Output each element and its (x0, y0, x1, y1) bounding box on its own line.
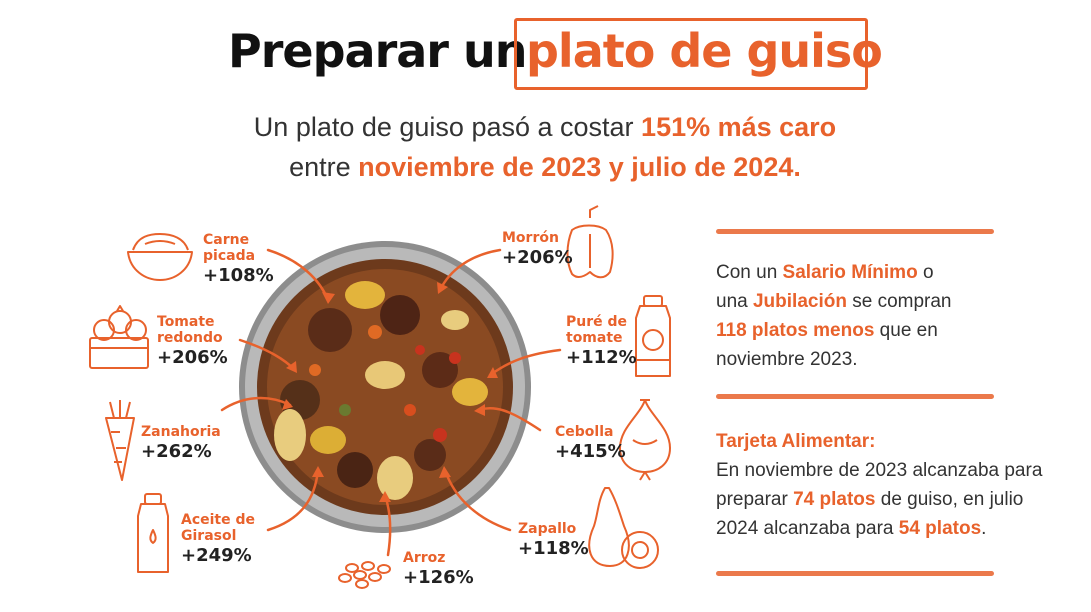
tarjeta-text: . (981, 518, 987, 539)
salario-line-3: 118 platos menos que en (716, 316, 1056, 345)
onion-icon (619, 399, 671, 481)
subtitle-highlight: noviembre de 2023 y julio de 2024. (358, 152, 801, 182)
ingredient-pct: +415% (555, 441, 626, 462)
carrot-icon (105, 400, 135, 481)
ingredient-zapallo: Zapallo +118% (518, 521, 589, 561)
subtitle-text: entre (289, 152, 359, 182)
ingredient-name: Morrón (502, 230, 559, 246)
ingredient-name: Zanahoria (141, 424, 221, 440)
tarjeta-highlight: 54 platos (898, 518, 982, 539)
tomato-basket-icon (89, 305, 149, 369)
pepper-icon (566, 205, 614, 279)
subtitle-line-1: Un plato de guiso pasó a costar 151% más… (200, 112, 890, 143)
ingredient-carne: Carne picada +108% (203, 232, 274, 288)
subtitle-text: Un plato de guiso pasó a costar (253, 112, 642, 142)
salario-text: o (917, 262, 934, 283)
ingredient-name: Carne picada (203, 232, 256, 264)
tarjeta-heading-text: Tarjeta Alimentar: (716, 431, 876, 452)
salario-text: una (716, 291, 753, 312)
ingredient-pct: +206% (502, 247, 573, 268)
title-highlight-box (514, 18, 868, 90)
divider-middle (716, 394, 994, 399)
tomato-puree-icon (635, 295, 671, 377)
tarjeta-block: Tarjeta Alimentar: En noviembre de 2023 … (716, 427, 1076, 543)
ingredient-name: Zapallo (518, 521, 577, 537)
oil-bottle-icon (137, 493, 169, 573)
salario-highlight: Salario Mínimo (782, 262, 918, 283)
ingredient-pct: +112% (566, 347, 637, 368)
rice-icon (338, 561, 391, 589)
tarjeta-heading: Tarjeta Alimentar: (716, 427, 1076, 456)
title-part-1: Preparar un (228, 24, 527, 78)
squash-icon (588, 487, 659, 569)
ingredient-name: Arroz (403, 550, 446, 566)
ingredient-arroz: Arroz +126% (403, 550, 474, 590)
salario-highlight: Jubilación (752, 291, 847, 312)
ingredient-cebolla: Cebolla +415% (555, 424, 626, 464)
ingredient-pct: +126% (403, 567, 474, 588)
ingredient-name: Puré de tomate (566, 314, 628, 346)
ingredient-pct: +108% (203, 265, 274, 286)
tarjeta-highlight: 74 platos (793, 489, 876, 510)
subtitle-highlight: 151% más caro (641, 112, 837, 142)
salario-block: Con un Salario Mínimo o una Jubilación s… (716, 258, 1056, 374)
salario-text: se compran (846, 291, 952, 312)
bowl-icon (127, 233, 193, 281)
ingredient-pct: +206% (157, 347, 228, 368)
tarjeta-line-2: preparar 74 platos de guiso, en julio (716, 485, 1076, 514)
salario-line-2: una Jubilación se compran (716, 287, 1056, 316)
ingredient-morron: Morrón +206% (502, 230, 573, 270)
ingredient-name: Cebolla (555, 424, 614, 440)
salario-line-1: Con un Salario Mínimo o (716, 258, 1056, 287)
divider-top (716, 229, 994, 234)
ingredient-name: Aceite de Girasol (181, 512, 256, 544)
salario-text: que en (874, 320, 938, 341)
ingredient-aceite: Aceite de Girasol +249% (181, 512, 261, 568)
salario-text: Con un (716, 262, 783, 283)
tarjeta-line-3: 2024 alcanzaba para 54 platos. (716, 514, 1076, 543)
divider-bottom (716, 571, 994, 576)
stew-plate-image (239, 241, 531, 533)
tarjeta-text: preparar (716, 489, 794, 510)
arrow-heads (282, 282, 498, 502)
tarjeta-text: de guiso, en julio (875, 489, 1024, 510)
salario-text: noviembre 2023. (716, 349, 858, 370)
ingredient-pure: Puré de tomate +112% (566, 314, 637, 370)
ingredient-zanahoria: Zanahoria +262% (141, 424, 221, 464)
tarjeta-line-1: En noviembre de 2023 alcanzaba para (716, 460, 1043, 481)
ingredient-pct: +249% (181, 545, 252, 566)
ingredient-pct: +262% (141, 441, 212, 462)
subtitle-line-2: entre noviembre de 2023 y julio de 2024. (200, 152, 890, 183)
salario-line-4: noviembre 2023. (716, 345, 1056, 374)
ingredient-pct: +118% (518, 538, 589, 559)
tarjeta-text: 2024 alcanzaba para (716, 518, 899, 539)
title-part-2: plato de guiso (526, 24, 883, 78)
salario-highlight: 118 platos menos (716, 320, 875, 341)
ingredient-tomate: Tomate redondo +206% (157, 314, 228, 370)
ingredient-name: Tomate redondo (157, 314, 223, 346)
